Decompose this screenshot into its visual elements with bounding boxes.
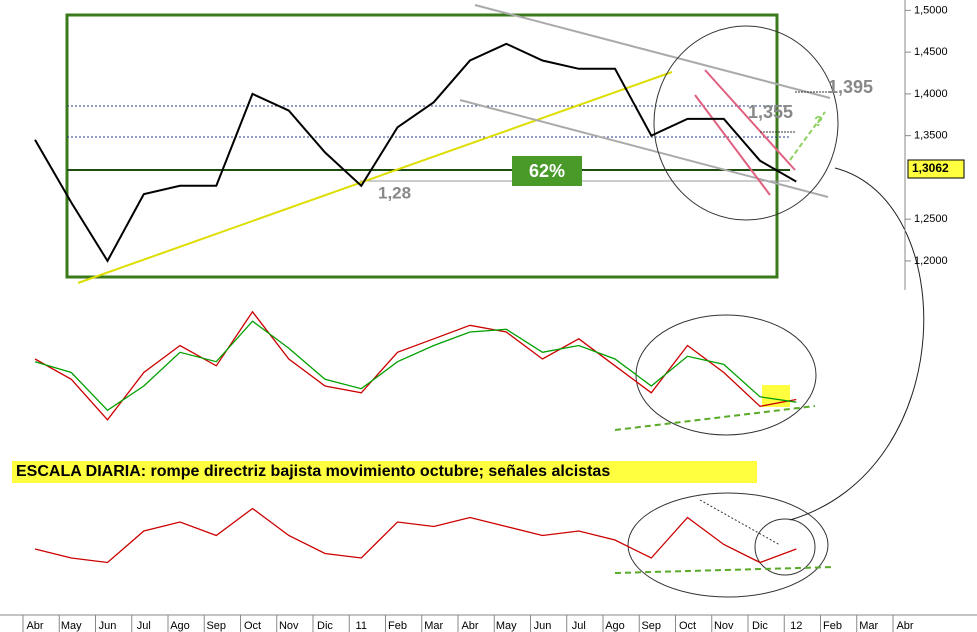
x-tick-label: Dic — [317, 620, 333, 632]
x-tick-label: Feb — [388, 620, 407, 632]
y-tick-label: 1,4000 — [914, 88, 948, 100]
annotation: 62% — [529, 161, 565, 181]
down-line — [694, 94, 771, 196]
x-tick-label: Ago — [170, 620, 190, 632]
annotation: ? — [814, 113, 823, 130]
x-tick-label: Mar — [859, 620, 878, 632]
x-tick-label: May — [496, 620, 517, 632]
label-box — [512, 156, 582, 186]
y-tick-label: 1,2500 — [914, 213, 948, 225]
y-tick-label: 1,4500 — [914, 46, 948, 58]
support-line — [614, 566, 836, 574]
x-tick-label: 11 — [356, 620, 367, 632]
y-tick-label: 1,5000 — [914, 4, 948, 16]
x-tick-label: Jul — [137, 620, 151, 632]
x-tick-label: Sep — [206, 620, 226, 632]
annotation: 1,3062 — [912, 161, 949, 175]
series-line — [34, 42, 797, 263]
trend-line — [77, 71, 673, 284]
target-arrow — [789, 111, 826, 161]
y-tick-label: 1,2000 — [914, 255, 948, 267]
x-tick-label: Feb — [823, 620, 842, 632]
highlight-circle — [754, 518, 816, 576]
x-tick-label: 12 — [790, 620, 802, 632]
price-box — [907, 159, 965, 179]
x-tick-label: May — [61, 620, 82, 632]
series-line — [34, 507, 797, 564]
x-tick-label: Oct — [244, 620, 261, 632]
series-line — [34, 310, 797, 421]
x-tick-label: Ago — [605, 620, 625, 632]
x-tick-label: Oct — [679, 620, 696, 632]
x-tick-label: Jul — [572, 620, 586, 632]
x-tick-label: Jun — [534, 620, 552, 632]
x-tick-label: Abr — [896, 620, 913, 632]
annotation: 1,395 — [828, 77, 873, 97]
title-box — [12, 461, 757, 483]
link-arrow — [789, 167, 925, 521]
annotation: 1,355 — [748, 102, 793, 122]
highlight-circle — [653, 25, 839, 221]
series-line — [34, 320, 797, 412]
x-tick-label: Nov — [279, 620, 299, 632]
x-tick-label: Abr — [461, 620, 478, 632]
down-line — [699, 499, 781, 546]
x-tick-label: Jun — [99, 620, 117, 632]
x-tick-label: Dic — [752, 620, 768, 632]
x-tick-label: Abr — [26, 620, 43, 632]
channel-line — [474, 4, 831, 99]
x-tick-label: Nov — [714, 620, 734, 632]
highlight-circle — [627, 492, 829, 598]
x-tick-label: Mar — [424, 620, 443, 632]
range-box — [65, 13, 779, 279]
panel-title: ESCALA DIARIA: rompe directriz bajista m… — [16, 463, 610, 480]
support-line — [614, 405, 816, 431]
x-tick-label: Sep — [641, 620, 661, 632]
down-line — [704, 69, 796, 171]
y-tick-label: 1,3500 — [914, 130, 948, 142]
channel-line — [459, 99, 829, 198]
annotation: 1,28 — [378, 183, 411, 202]
